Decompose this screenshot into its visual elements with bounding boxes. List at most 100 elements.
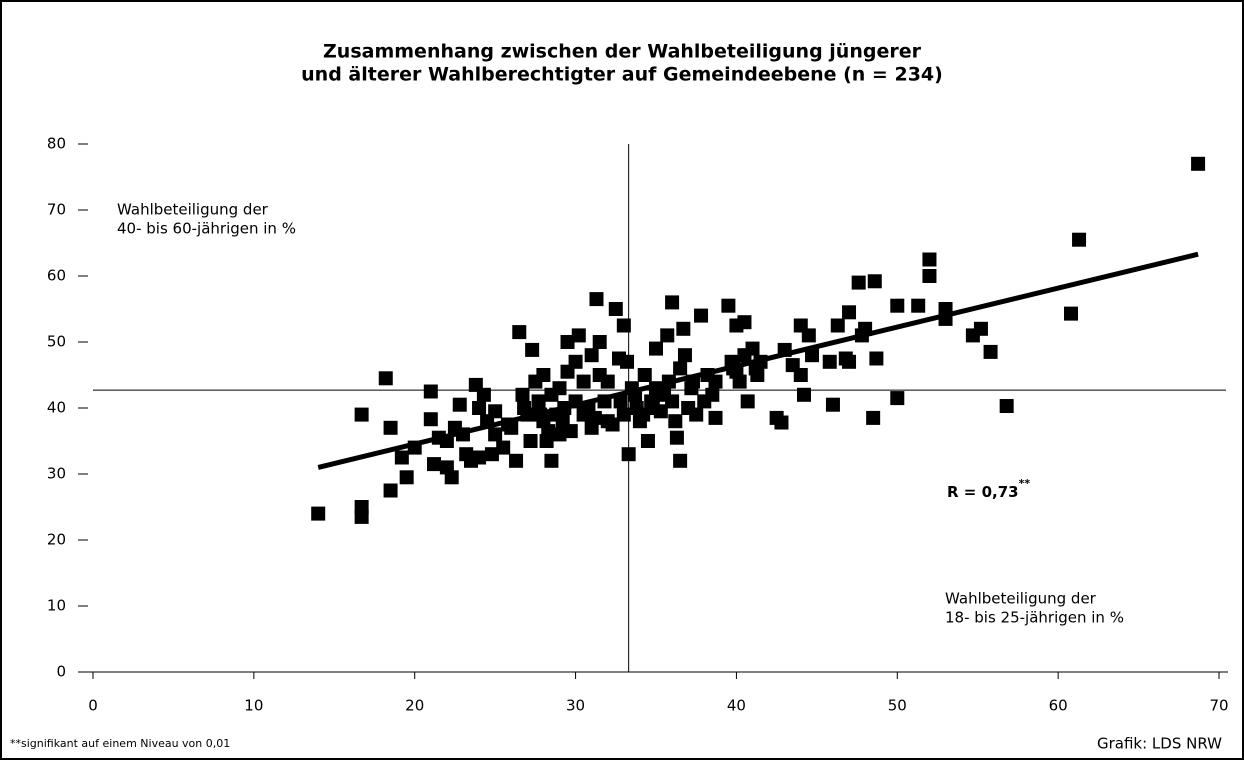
point [531,394,546,409]
point [676,321,691,336]
point [657,387,672,402]
point [488,427,503,442]
x-tick-label: 40 [727,697,746,715]
point [851,275,866,290]
point [842,305,857,320]
point [444,470,459,485]
point [922,252,937,267]
point [552,381,567,396]
y-tick-label: 20 [47,531,66,549]
point [544,453,559,468]
point [721,298,736,313]
x-tick-label: 10 [244,697,263,715]
point [708,374,723,389]
point [383,420,398,435]
point [867,274,882,289]
point [999,399,1014,414]
y-axis-label: 40- bis 60-jährigen in % [117,220,296,238]
point [515,387,530,402]
x-tick-label: 50 [888,697,907,715]
trend-line [317,251,1199,470]
point [555,414,570,429]
point [973,321,988,336]
x-tick-label: 60 [1049,697,1068,715]
source: Grafik: LDS NRW [1097,735,1222,753]
y-tick-label: 60 [47,267,66,285]
r-sup: ** [1019,477,1031,490]
point [560,335,575,349]
point [830,318,845,333]
point [584,348,599,363]
point [649,341,663,356]
point [911,298,926,313]
y-tick-label: 0 [56,663,66,681]
point [541,424,556,439]
point [378,371,393,386]
point [571,328,586,343]
point [394,450,409,465]
point [745,341,760,356]
point [484,447,499,462]
point [645,401,660,415]
y-tick-label: 70 [47,201,66,219]
point [673,361,688,376]
point [705,387,720,402]
point [1064,306,1079,321]
point [748,361,763,376]
point [616,318,631,333]
point [472,450,487,465]
point [665,295,680,310]
point [684,381,699,396]
point [983,344,998,359]
y-tick-label: 50 [47,333,66,351]
point [423,384,438,399]
point [452,397,467,412]
point [311,506,326,521]
point [668,414,683,429]
point [608,302,623,316]
y-axis-label: Wahlbeteiligung der [117,201,269,219]
point [673,453,688,468]
point [589,292,604,307]
point [796,387,811,402]
y-tick-label: 80 [47,135,66,153]
point [774,415,789,430]
point [842,354,857,369]
point [805,348,820,363]
point [383,483,398,498]
point [1191,156,1206,171]
point [677,348,692,363]
point [1072,232,1087,247]
point [600,374,615,389]
point [890,298,905,313]
point [737,315,752,330]
point [536,368,551,382]
footnote: **signifikant auf einem Niveau von 0,01 [10,737,230,750]
point [922,269,937,283]
x-axis-label: 18- bis 25-jährigen in % [945,609,1124,627]
point [354,407,369,422]
point [801,328,816,343]
point [694,308,709,323]
point [825,397,840,412]
point [399,470,414,485]
point [732,374,747,389]
point [568,354,583,369]
point [552,427,567,442]
point [708,410,723,425]
point [669,430,684,445]
chart-title: und älterer Wahlberechtigter auf Gemeind… [301,64,943,86]
point [576,374,591,389]
point [427,457,442,472]
point [354,509,369,524]
point [740,394,755,409]
point [525,342,540,357]
point [523,434,538,448]
x-tick-label: 30 [566,697,585,715]
point [496,440,511,455]
point [689,407,704,422]
point [605,417,620,432]
point [822,354,837,369]
point [621,447,636,462]
